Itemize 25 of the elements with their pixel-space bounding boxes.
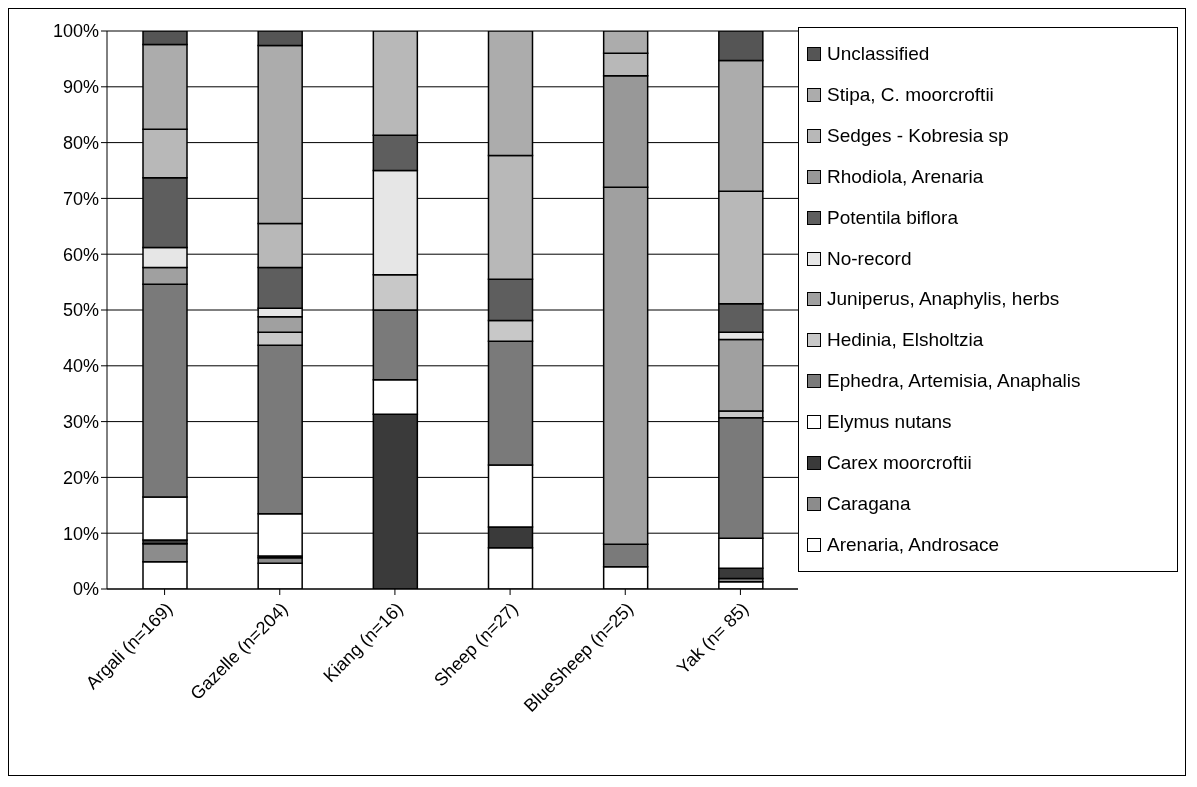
y-tick-label: 20% <box>62 467 99 488</box>
y-tick-label: 50% <box>62 300 99 321</box>
legend-label: No-record <box>827 247 912 270</box>
y-tick-label: 100% <box>52 21 99 42</box>
legend-label: Juniperus, Anaphylis, herbs <box>827 288 1060 311</box>
y-tick-label: 90% <box>62 77 99 98</box>
legend-label: Unclassified <box>827 43 930 66</box>
x-tick-label: Yak (n= 85) <box>672 598 753 679</box>
y-tick-label: 0% <box>72 579 99 600</box>
legend-label: Ephedra, Artemisia, Anaphalis <box>827 370 1081 393</box>
y-tick-label: 60% <box>62 244 99 265</box>
legend-label: Rhodiola, Arenaria <box>827 165 984 188</box>
legend-label: Sedges - Kobresia sp <box>827 125 1009 148</box>
y-tick-label: 30% <box>62 411 99 432</box>
legend-label: Carex moorcroftii <box>827 451 972 474</box>
y-tick-label: 40% <box>62 356 99 377</box>
y-tick-label: 80% <box>62 132 99 153</box>
legend-label: Arenaria, Androsace <box>827 533 1000 556</box>
y-tick-label: 10% <box>62 523 99 544</box>
legend-label: Caragana <box>827 492 911 515</box>
legend-label: Stipa, C. moorcroftii <box>827 84 994 107</box>
legend-label: Potentila biflora <box>827 206 958 229</box>
legend-label: Elymus nutans <box>827 411 952 434</box>
legend-label: Hedinia, Elsholtzia <box>827 329 984 352</box>
y-tick-label: 70% <box>62 188 99 209</box>
